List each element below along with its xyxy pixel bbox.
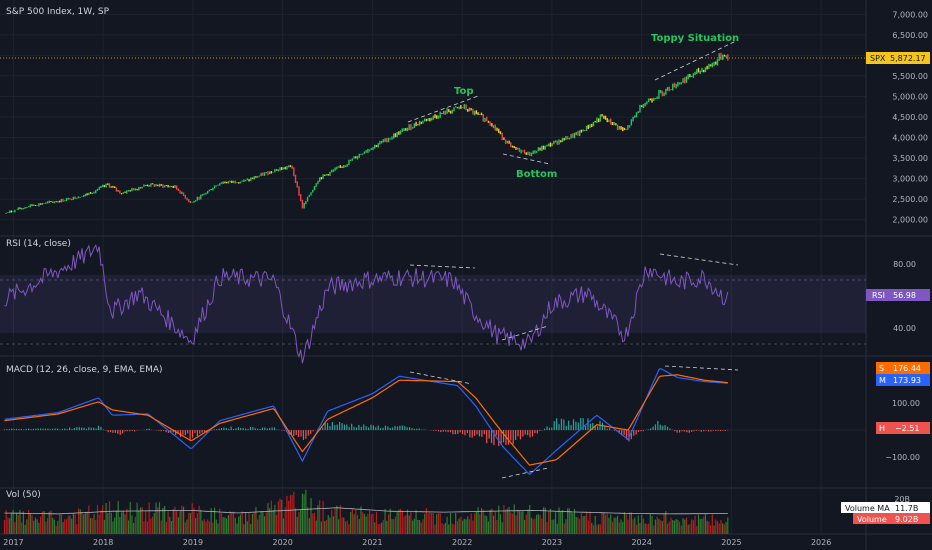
macd-series (0, 367, 866, 476)
macd-signal-badge: S 176.44 (876, 362, 930, 374)
volume-value: 9.02B (895, 515, 918, 524)
rsi-tick-label: 80.00 (893, 260, 916, 269)
trend-lines (407, 39, 739, 479)
price-tick-label: 5,500.00 (892, 72, 928, 81)
macd-signal-value: 176.44 (893, 364, 921, 373)
volume-ma-tag: Volume MA (845, 504, 890, 513)
time-tick-label: 2018 (93, 538, 113, 547)
time-tick-label: 2021 (362, 538, 382, 547)
price-tick-label: 3,500.00 (892, 154, 928, 163)
volume-tag: Volume (857, 515, 887, 524)
trendline-macd-top[interactable] (409, 371, 473, 385)
trendline-rsi-bottom[interactable] (501, 325, 549, 341)
trendline-toppy[interactable] (654, 39, 739, 81)
macd-line-badge: M 173.93 (876, 374, 930, 386)
macd-line (4, 367, 728, 476)
macd-line-value: 173.93 (893, 376, 921, 385)
time-tick-label: 2023 (542, 538, 562, 547)
trendline-macd-toppy[interactable] (664, 365, 739, 371)
grid-lines (0, 0, 866, 534)
time-tick-label: 2017 (3, 538, 23, 547)
trendline-macd-bottom[interactable] (501, 467, 549, 479)
time-tick-label: 2019 (183, 538, 203, 547)
macd-hist-value: −2.51 (895, 424, 920, 433)
macd-pane-title: MACD (12, 26, close, 9, EMA, EMA) (6, 365, 163, 375)
price-tick-label: 6,500.00 (892, 31, 928, 40)
spx-value: 5,872.17 (890, 54, 926, 63)
rsi-band (0, 275, 866, 333)
volume-ma-value: 11.7B (895, 504, 918, 513)
volume-series (3, 489, 729, 534)
rsi-tick-label: 40.00 (893, 324, 916, 333)
price-tick-label: 2,500.00 (892, 195, 928, 204)
volume-ma-line (4, 507, 728, 515)
time-axis[interactable]: 2017 2018 2019 2020 2021 2022 2023 2024 2025 2026 (3, 538, 831, 547)
volume-ma-badge: Volume MA 11.7B (841, 502, 930, 513)
rsi-pane-title: RSI (14, close) (6, 239, 71, 249)
time-tick-label: 2024 (631, 538, 651, 547)
time-tick-label: 2025 (721, 538, 741, 547)
macd-tick-label: 100.00 (892, 399, 920, 408)
annotation-bottom: Bottom (516, 169, 557, 180)
rsi-value: 56.98 (893, 291, 916, 300)
price-tick-label: 4,500.00 (892, 113, 928, 122)
price-tick-label: 4,000.00 (892, 134, 928, 143)
macd-hist-badge: H −2.51 (876, 422, 930, 434)
rsi-tag: RSI (872, 291, 885, 300)
macd-tick-label: −100.00 (885, 453, 920, 462)
trendline-rsi-toppy[interactable] (659, 253, 739, 266)
trendline-top[interactable] (407, 95, 479, 123)
annotation-toppy: Toppy Situation (651, 33, 739, 44)
volume-tick-label: 20B (894, 495, 910, 504)
price-series (5, 52, 729, 214)
rsi-value-badge: RSI 56.98 (866, 289, 930, 301)
volume-pane-title: Vol (50) (6, 490, 41, 500)
macd-signal-line (4, 374, 728, 466)
trendline-bottom[interactable] (502, 153, 551, 165)
time-tick-label: 2026 (811, 538, 831, 547)
macd-signal-tag: S (879, 364, 884, 373)
price-tick-label: 5,000.00 (892, 92, 928, 101)
rsi-series (0, 244, 866, 364)
time-tick-label: 2022 (452, 538, 472, 547)
annotation-top: Top (454, 86, 474, 97)
price-tick-label: 3,000.00 (892, 175, 928, 184)
macd-line-tag: M (879, 376, 886, 385)
spx-tag: SPX (870, 54, 886, 63)
price-tick-label: 2,000.00 (892, 216, 928, 225)
trendline-rsi-top[interactable] (409, 264, 476, 269)
price-tick-label: 7,000.00 (892, 10, 928, 19)
spx-price-badge: SPX 5,872.17 (866, 52, 930, 64)
rsi-line (4, 244, 729, 364)
volume-badge: Volume 9.02B (853, 513, 930, 524)
macd-hist-tag: H (879, 424, 885, 433)
chart-title: S&P 500 Index, 1W, SP (6, 7, 110, 17)
time-tick-label: 2020 (273, 538, 293, 547)
